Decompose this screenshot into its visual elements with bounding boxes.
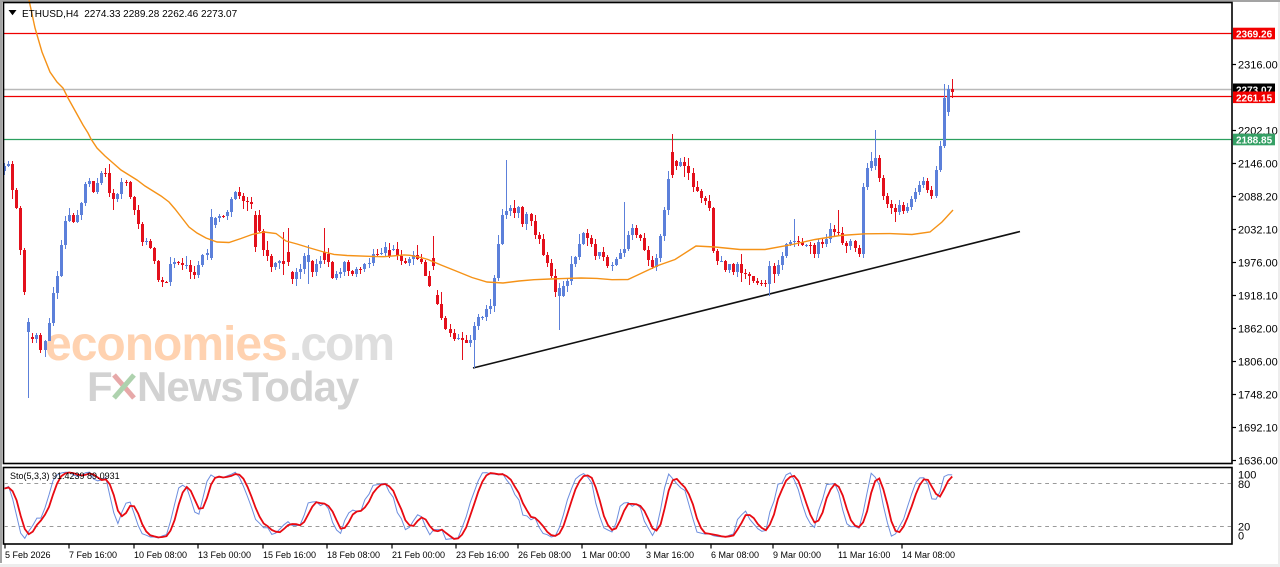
svg-text:1806.00: 1806.00 (1238, 357, 1278, 369)
svg-text:1692.10: 1692.10 (1238, 423, 1278, 435)
svg-text:3 Mar 16:00: 3 Mar 16:00 (646, 550, 694, 560)
svg-text:5 Feb 2026: 5 Feb 2026 (5, 550, 51, 560)
svg-text:18 Feb 08:00: 18 Feb 08:00 (327, 550, 380, 560)
svg-text:7 Feb 16:00: 7 Feb 16:00 (69, 550, 117, 560)
svg-text:2032.10: 2032.10 (1238, 225, 1278, 237)
svg-text:100: 100 (1238, 470, 1256, 482)
svg-text:10 Feb 08:00: 10 Feb 08:00 (134, 550, 187, 560)
svg-text:15 Feb 16:00: 15 Feb 16:00 (263, 550, 316, 560)
svg-text:23 Feb 16:00: 23 Feb 16:00 (456, 550, 509, 560)
svg-text:2188.85: 2188.85 (1236, 136, 1273, 147)
svg-text:1748.20: 1748.20 (1238, 390, 1278, 402)
svg-text:11 Mar 16:00: 11 Mar 16:00 (838, 550, 890, 560)
svg-text:2273.07: 2273.07 (1236, 85, 1273, 96)
svg-text:ETHUSD,H4 2274.33 2289.28 226: ETHUSD,H4 2274.33 2289.28 2262.46 2273.0… (22, 9, 238, 20)
svg-text:14 Mar 08:00: 14 Mar 08:00 (902, 550, 955, 560)
svg-text:1862.00: 1862.00 (1238, 324, 1278, 336)
svg-text:.com: .com (289, 318, 393, 371)
svg-text:1 Mar 00:00: 1 Mar 00:00 (582, 550, 630, 560)
svg-text:20: 20 (1238, 522, 1250, 534)
svg-text:F: F (87, 363, 112, 410)
svg-text:2369.26: 2369.26 (1236, 30, 1273, 41)
svg-text:80: 80 (1238, 479, 1250, 491)
svg-text:1976.00: 1976.00 (1238, 258, 1278, 270)
svg-text:NewsToday: NewsToday (137, 363, 360, 410)
svg-text:2088.20: 2088.20 (1238, 192, 1278, 204)
svg-text:Sto(5,3,3) 91.4239 89.0931: Sto(5,3,3) 91.4239 89.0931 (10, 471, 120, 481)
svg-text:2316.00: 2316.00 (1238, 60, 1278, 72)
svg-text:26 Feb 08:00: 26 Feb 08:00 (518, 550, 571, 560)
svg-text:economies: economies (45, 318, 287, 371)
svg-text:2146.00: 2146.00 (1238, 159, 1278, 171)
svg-text:13 Feb 00:00: 13 Feb 00:00 (198, 550, 251, 560)
svg-text:2261.15: 2261.15 (1236, 93, 1273, 104)
svg-text:1918.10: 1918.10 (1238, 291, 1278, 303)
svg-text:0: 0 (1238, 531, 1244, 543)
svg-text:1636.00: 1636.00 (1238, 456, 1278, 468)
svg-text:6 Mar 08:00: 6 Mar 08:00 (711, 550, 759, 560)
svg-text:21 Feb 00:00: 21 Feb 00:00 (392, 550, 445, 560)
svg-text:9 Mar 00:00: 9 Mar 00:00 (773, 550, 821, 560)
